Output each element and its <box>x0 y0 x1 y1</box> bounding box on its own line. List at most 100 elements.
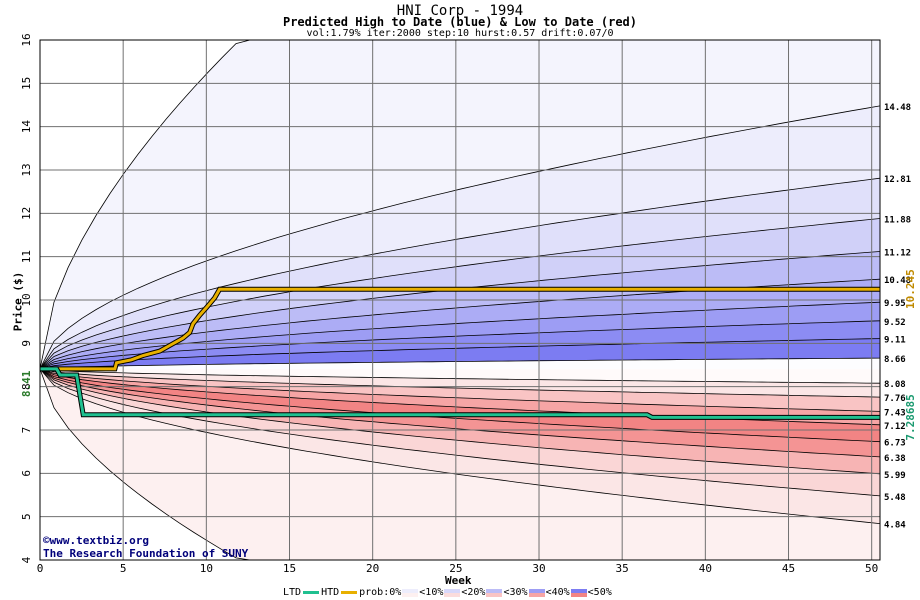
chart-title: HNI Corp - 1994 <box>396 3 524 19</box>
high-band-1 <box>40 105 880 369</box>
legend-prob-label: prob:0% <box>359 587 402 598</box>
low-band-line-4 <box>40 368 880 443</box>
y-tick-label-13: 13 <box>20 163 33 176</box>
y-tick-label-4: 4 <box>20 556 33 563</box>
start-price-label: 8.41 <box>20 370 33 397</box>
high-band-4 <box>40 251 880 369</box>
legend-item-2: <20% <box>461 587 486 598</box>
low-band-7 <box>40 368 880 524</box>
low-band-8 <box>40 368 880 560</box>
end-label-11: 7.43 <box>884 408 906 418</box>
credit-org: The Research Foundation of SUNY <box>43 547 249 560</box>
x-tick-label-45: 45 <box>782 562 795 575</box>
y-tick-label-8: 8 <box>20 383 33 390</box>
chart-subtitle: Predicted High to Date (blue) & Low to D… <box>282 15 637 29</box>
legend-item-3: <30% <box>503 587 528 598</box>
legend-htd-swatch <box>341 591 358 594</box>
end-label-4: 10.48 <box>884 276 911 286</box>
high-band-line-3 <box>40 218 880 370</box>
end-label-3: 11.12 <box>884 248 911 258</box>
x-axis-label: Week <box>445 574 472 587</box>
end-label-15: 5.99 <box>884 471 906 481</box>
y-tick-label-12: 12 <box>20 207 33 220</box>
end-label-5: 9.95 <box>884 299 906 309</box>
high-band-2 <box>40 178 880 369</box>
copyright-symbol: © <box>43 534 50 547</box>
x-tick-label-5: 5 <box>120 562 127 575</box>
low-band-center <box>40 368 880 384</box>
legend-swatch-1 <box>444 588 461 597</box>
x-tick-label-20: 20 <box>366 562 379 575</box>
legend-swatch-0 <box>402 588 419 597</box>
y-tick-label-15: 15 <box>20 77 33 90</box>
end-label-13: 6.73 <box>884 439 906 449</box>
low-band-5 <box>40 368 880 474</box>
htd-end-label: 10.245 <box>904 269 917 309</box>
x-tick-label-10: 10 <box>200 562 213 575</box>
y-tick-label-6: 6 <box>20 470 33 477</box>
y-tick-label-14: 14 <box>20 120 33 134</box>
x-tick-label-35: 35 <box>616 562 629 575</box>
high-band-line-0 <box>40 40 880 369</box>
credit-box: ©www.textbiz.org The Research Foundation… <box>43 534 248 560</box>
legend-item-4: <40% <box>545 587 570 598</box>
low-band-line-2 <box>40 368 880 412</box>
low-band-line-5 <box>40 368 880 458</box>
x-tick-label-15: 15 <box>283 562 296 575</box>
high-band-line-8 <box>40 338 880 370</box>
ltd-end-label: 7.28685 <box>904 394 917 440</box>
legend-swatch-3 <box>528 588 545 597</box>
end-label-16: 5.48 <box>884 493 906 503</box>
plot-area <box>40 40 880 560</box>
low-band-6 <box>40 368 880 496</box>
low-band-2 <box>40 368 880 425</box>
low-band-line-0 <box>40 368 880 384</box>
high-band-0 <box>40 40 880 369</box>
legend-htd-label: HTD <box>321 587 340 598</box>
y-tick-label-9: 9 <box>20 340 33 347</box>
high-band-7 <box>40 320 880 369</box>
legend-swatch-4 <box>570 588 587 597</box>
y-tick-label-11: 11 <box>20 250 33 263</box>
low-band-3 <box>40 368 880 442</box>
end-label-8: 8.66 <box>884 355 906 365</box>
legend-ltd-swatch <box>303 591 320 594</box>
y-tick-label-5: 5 <box>20 513 33 520</box>
x-tick-label-50: 50 <box>865 562 878 575</box>
end-label-0: 14.48 <box>884 103 911 113</box>
plot-frame <box>39 39 881 561</box>
low-band-1 <box>40 368 880 412</box>
low-band-line-8 <box>40 368 880 524</box>
legend-ltd-label: LTD <box>283 587 302 598</box>
high-band-line-2 <box>40 177 880 370</box>
y-tick-label-7: 7 <box>20 427 33 434</box>
high-band-5 <box>40 279 880 369</box>
end-label-14: 6.38 <box>884 454 906 464</box>
legend: LTD HTD prob:0% <10% <20% <30% <40% <50% <box>283 587 612 598</box>
end-label-6: 9.52 <box>884 318 906 328</box>
high-band-center <box>40 358 880 370</box>
end-label-9: 8.08 <box>884 380 906 390</box>
high-band-8 <box>40 338 880 369</box>
high-band-line-7 <box>40 320 880 370</box>
y-tick-label-10: 10 <box>20 293 33 306</box>
x-tick-label-40: 40 <box>699 562 712 575</box>
end-label-7: 9.11 <box>884 336 906 346</box>
x-tick-label-25: 25 <box>449 562 462 575</box>
high-band-3 <box>40 218 880 369</box>
legend-item-1: <10% <box>419 587 444 598</box>
chart-params: vol:1.79% iter:2000 step:10 hurst:0.57 d… <box>306 28 614 39</box>
y-tick-label-16: 16 <box>20 33 33 46</box>
legend-item-5: <50% <box>587 587 612 598</box>
x-tick-label-30: 30 <box>532 562 545 575</box>
ltd-line <box>40 367 880 419</box>
legend-swatch-2 <box>486 588 503 597</box>
end-label-10: 7.76 <box>884 394 906 404</box>
low-band-line-6 <box>40 368 880 475</box>
credit-url[interactable]: www.textbiz.org <box>49 534 149 547</box>
htd-line <box>40 287 880 371</box>
high-band-line-6 <box>40 301 880 370</box>
low-band-line-9 <box>40 368 880 560</box>
low-band-line-1 <box>40 368 880 398</box>
